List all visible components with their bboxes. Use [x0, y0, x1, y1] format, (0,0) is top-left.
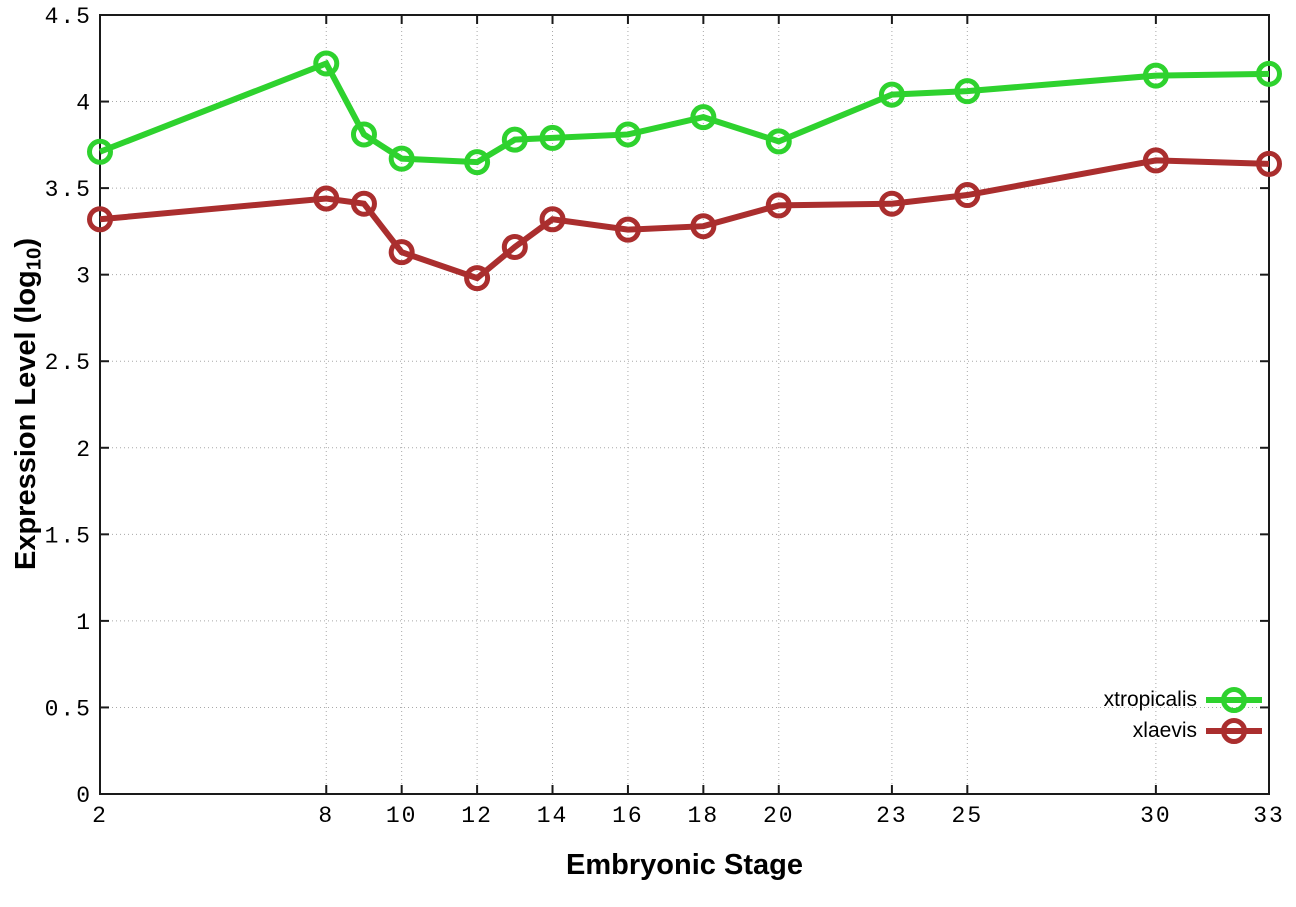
- legend-label-xtropicalis: xtropicalis: [1103, 688, 1197, 711]
- data-point-xtropicalis: [350, 121, 377, 148]
- y-tick-label: 1.5: [45, 523, 92, 549]
- x-axis-title: Embryonic Stage: [566, 849, 803, 881]
- y-tick-label: 2.5: [45, 350, 92, 376]
- data-point-xlaevis: [614, 216, 641, 243]
- x-tick-label: 10: [386, 803, 418, 829]
- data-point-xlaevis: [765, 192, 792, 219]
- x-tick-label: 20: [763, 803, 795, 829]
- data-point-xtropicalis: [954, 78, 981, 105]
- data-point-xlaevis: [350, 190, 377, 217]
- data-point-xtropicalis: [388, 145, 415, 172]
- data-point-xtropicalis: [765, 128, 792, 155]
- data-point-xlaevis: [1256, 150, 1282, 177]
- x-tick-label: 12: [461, 803, 493, 829]
- legend-label-xlaevis: xlaevis: [1132, 719, 1197, 742]
- y-tick-label: 0: [76, 783, 92, 809]
- y-tick-label: 3: [76, 264, 92, 290]
- data-point-xtropicalis: [878, 81, 905, 108]
- data-point-xtropicalis: [87, 138, 113, 165]
- data-point-xlaevis: [1142, 147, 1169, 174]
- legend-row-xtropicalis: xtropicalis: [1104, 687, 1262, 713]
- data-point-xtropicalis: [1142, 62, 1169, 89]
- x-tick-label: 30: [1140, 803, 1172, 829]
- x-tick-label: 16: [612, 803, 644, 829]
- y-tick-label: 3.5: [45, 177, 92, 203]
- y-axis-title-suffix: ): [10, 238, 42, 248]
- data-point-xlaevis: [388, 239, 415, 266]
- data-point-xlaevis: [464, 265, 491, 292]
- legend: xtropicalis xlaevis: [1104, 687, 1262, 744]
- data-point-xtropicalis: [614, 121, 641, 148]
- data-point-xlaevis: [954, 182, 981, 209]
- x-tick-label: 23: [876, 803, 908, 829]
- data-point-xlaevis: [313, 185, 340, 212]
- data-point-xtropicalis: [1256, 60, 1282, 87]
- x-tick-label: 18: [688, 803, 720, 829]
- y-tick-label: 4: [76, 91, 92, 117]
- y-tick-label: 1: [76, 610, 92, 636]
- series-line-xlaevis: [99, 157, 1270, 282]
- y-axis-title-subscript: 10: [23, 247, 46, 271]
- series-line-xtropicalis: [98, 59, 1270, 166]
- x-tick-label: 33: [1253, 803, 1285, 829]
- data-point-xlaevis: [539, 206, 566, 233]
- data-point-xtropicalis: [690, 104, 717, 131]
- y-tick-label: 2: [76, 437, 92, 463]
- x-tick-label: 14: [537, 803, 569, 829]
- y-axis-title-prefix: Expression Level (log: [10, 270, 42, 570]
- data-point-xtropicalis: [501, 126, 528, 153]
- y-axis-title: Expression Level (log10): [10, 174, 50, 634]
- x-tick-label: 25: [952, 803, 984, 829]
- data-point-xlaevis: [690, 213, 717, 240]
- data-point-xlaevis: [501, 233, 528, 260]
- x-tick-label: 2: [92, 803, 108, 829]
- x-tick-label: 8: [318, 803, 334, 829]
- data-point-xtropicalis: [539, 124, 566, 151]
- data-point-xlaevis: [878, 190, 905, 217]
- legend-marker-xlaevis-icon: [1206, 718, 1262, 744]
- data-point-xlaevis: [87, 206, 113, 233]
- data-point-xtropicalis: [313, 50, 340, 77]
- plot-border: [99, 14, 1270, 795]
- legend-marker-xtropicalis-icon: [1206, 687, 1262, 713]
- y-tick-label: 0.5: [45, 696, 92, 722]
- y-tick-label: 4.5: [45, 4, 92, 30]
- data-point-xtropicalis: [464, 149, 491, 176]
- legend-row-xlaevis: xlaevis: [1133, 718, 1262, 744]
